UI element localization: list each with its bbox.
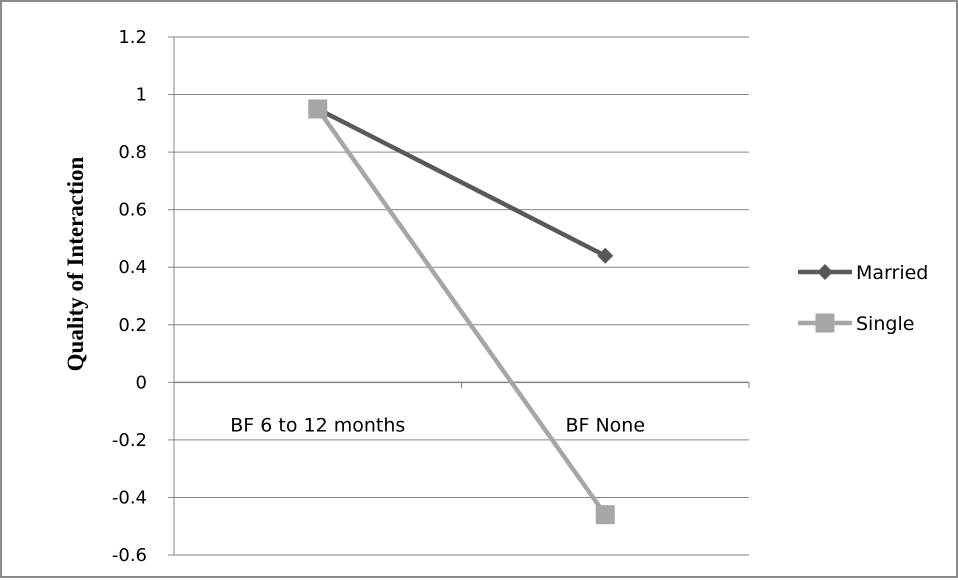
gridlines bbox=[174, 36, 749, 556]
series-line-single bbox=[315, 107, 608, 517]
y-tick-label: 0 bbox=[136, 372, 147, 393]
y-tick-label: 0.8 bbox=[118, 142, 147, 163]
legend-label: Married bbox=[856, 262, 928, 284]
series-lines bbox=[308, 99, 615, 525]
y-axis-title: Quality of Interaction bbox=[63, 156, 88, 371]
y-tick-label: 1.2 bbox=[118, 27, 147, 48]
y-tick-label: -0.6 bbox=[112, 545, 147, 566]
x-category-label: BF None bbox=[565, 414, 645, 436]
y-tick-labels: 1.2 1 0.8 0.6 0.4 0.2 0 -0.2 -0.4 -0.6 bbox=[112, 27, 147, 566]
category-labels: BF 6 to 12 months BF None bbox=[230, 414, 645, 436]
y-tick-label: -0.2 bbox=[112, 430, 147, 451]
square-marker bbox=[815, 313, 835, 333]
axes bbox=[168, 36, 750, 556]
legend-label: Single bbox=[856, 313, 914, 335]
series-line-married bbox=[316, 106, 607, 258]
x-category-label: BF 6 to 12 months bbox=[230, 414, 405, 436]
square-marker bbox=[595, 505, 615, 525]
legend: Married Single bbox=[798, 262, 928, 335]
diamond-marker bbox=[817, 264, 833, 280]
y-tick-label: 0.4 bbox=[118, 257, 147, 278]
y-tick-label: 0.2 bbox=[118, 315, 147, 336]
y-tick-label: 1 bbox=[136, 85, 147, 106]
square-marker bbox=[308, 99, 328, 119]
diamond-marker bbox=[597, 247, 614, 264]
y-tick-label: -0.4 bbox=[112, 487, 147, 508]
y-tick-label: 0.6 bbox=[118, 200, 147, 221]
